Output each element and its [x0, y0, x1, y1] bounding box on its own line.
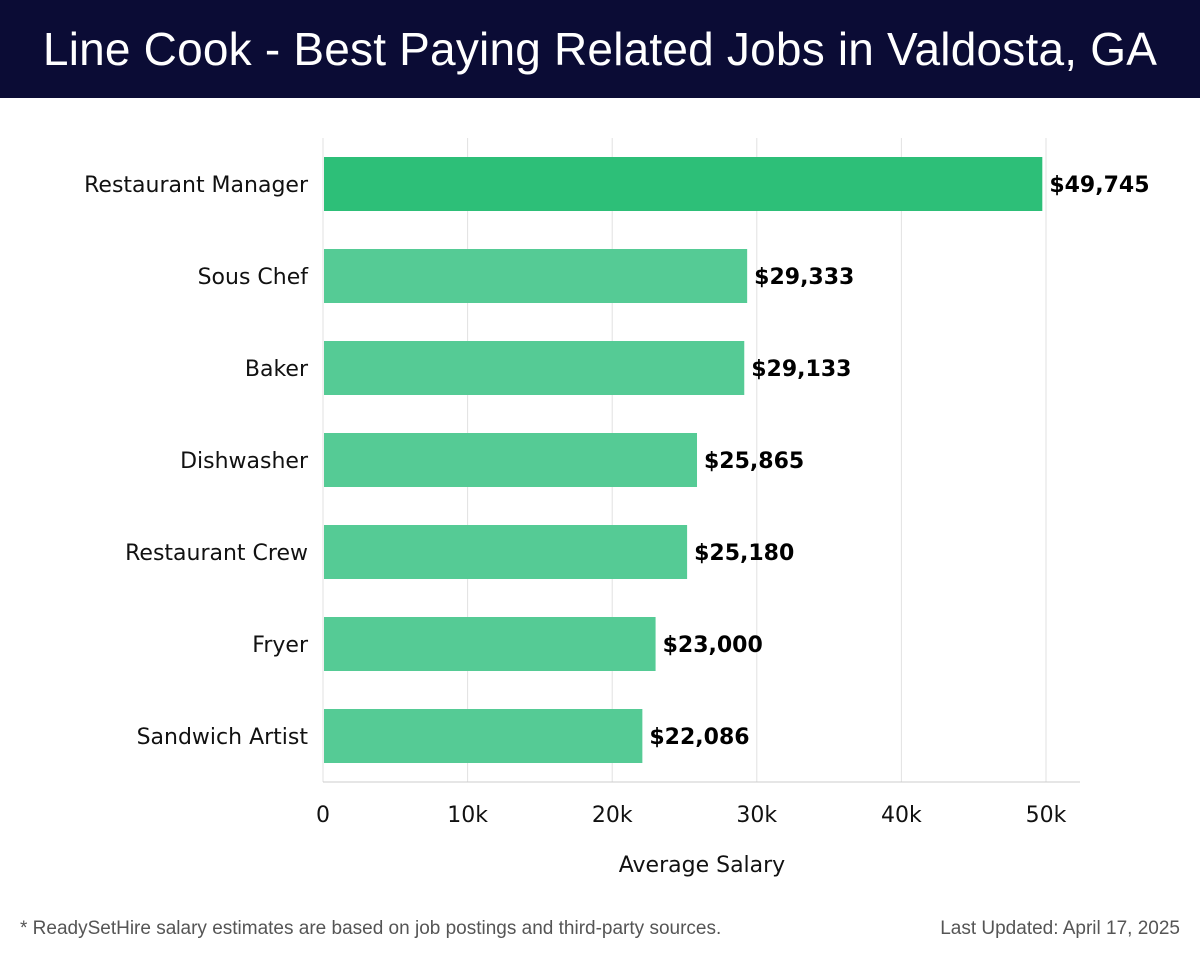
- last-updated-text: Last Updated: April 17, 2025: [940, 918, 1180, 939]
- bar: [324, 157, 1043, 211]
- category-label: Restaurant Manager: [84, 173, 309, 198]
- category-label: Fryer: [252, 633, 309, 658]
- x-tick-label: 30k: [736, 803, 777, 828]
- bar: [324, 341, 745, 395]
- x-tick-label: 20k: [592, 803, 633, 828]
- x-tick-label: 40k: [881, 803, 922, 828]
- bar: [324, 525, 688, 579]
- category-label: Baker: [245, 357, 309, 382]
- x-tick-label: 50k: [1026, 803, 1067, 828]
- category-label: Restaurant Crew: [125, 541, 308, 566]
- bar-value-label: $22,086: [649, 725, 749, 750]
- chart-header: Line Cook - Best Paying Related Jobs in …: [0, 0, 1200, 98]
- bar-value-label: $29,133: [751, 357, 851, 382]
- bar-value-label: $49,745: [1049, 173, 1149, 198]
- bar-value-label: $25,180: [694, 541, 794, 566]
- x-axis-title: Average Salary: [619, 853, 785, 878]
- footer-note: * ReadySetHire salary estimates are base…: [20, 918, 722, 939]
- bar: [324, 249, 748, 303]
- chart-title: Line Cook - Best Paying Related Jobs in …: [42, 23, 1158, 75]
- x-tick-label: 10k: [447, 803, 488, 828]
- bar: [324, 433, 698, 487]
- category-label: Dishwasher: [180, 449, 309, 474]
- bar-value-label: $23,000: [663, 633, 763, 658]
- bar-value-label: $29,333: [754, 265, 854, 290]
- bar-chart: 0 10k 20k 30k 40k 50k Restaurant Manager $49,74…: [84, 138, 1150, 878]
- bar-value-label: $25,865: [704, 449, 804, 474]
- x-tick-label: 0: [316, 803, 330, 828]
- category-label: Sandwich Artist: [137, 725, 309, 750]
- bar: [324, 617, 656, 671]
- bar: [324, 709, 643, 763]
- category-label: Sous Chef: [198, 265, 310, 290]
